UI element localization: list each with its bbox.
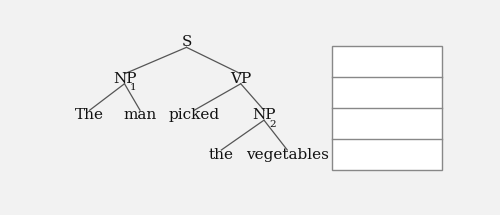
Text: The: The <box>75 108 104 122</box>
Bar <box>332 46 442 170</box>
Text: NP: NP <box>113 72 136 86</box>
Text: the: the <box>209 148 234 162</box>
Text: vegetables: vegetables <box>246 148 328 162</box>
Text: picked: picked <box>168 108 220 122</box>
Text: 2: 2 <box>269 120 276 129</box>
Text: 1: 1 <box>130 83 136 92</box>
Text: man: man <box>124 108 156 122</box>
Text: NP: NP <box>252 108 276 122</box>
Text: VP: VP <box>230 72 252 86</box>
Text: S: S <box>182 35 192 49</box>
